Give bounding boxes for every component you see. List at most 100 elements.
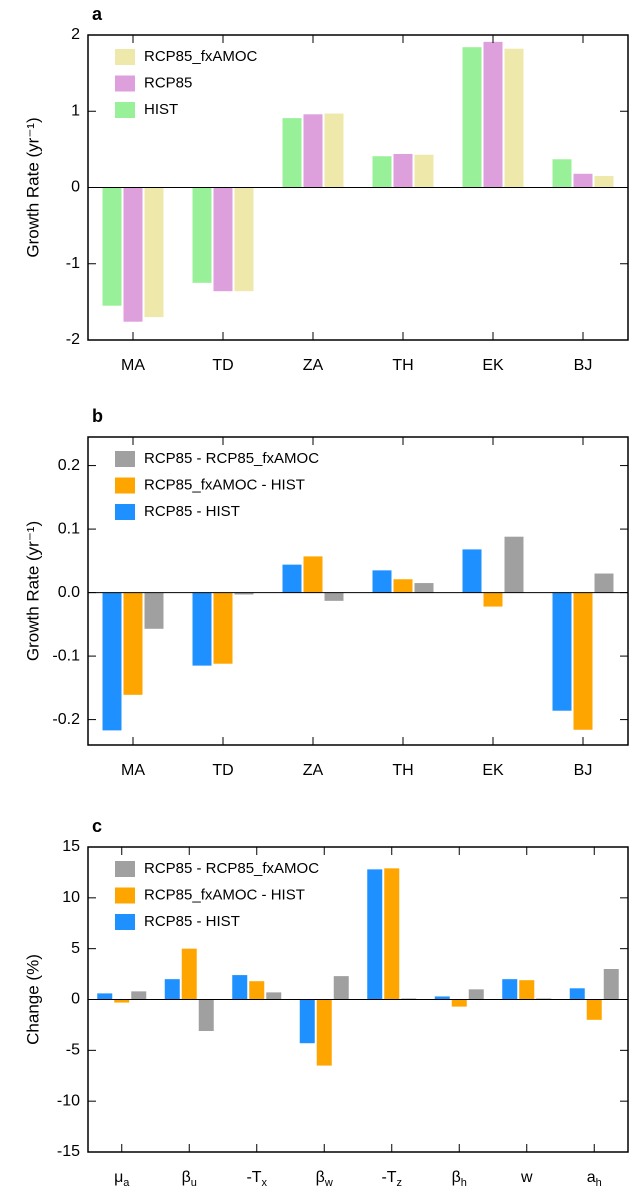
y-tick-label: 0.0 xyxy=(58,584,80,601)
x-tick-label: ZA xyxy=(303,762,324,779)
legend-swatch xyxy=(115,504,135,520)
x-tick-label: βw xyxy=(316,1169,333,1189)
bar xyxy=(414,583,434,593)
bar xyxy=(213,187,233,292)
x-tick-label: TD xyxy=(212,357,233,374)
bar xyxy=(123,592,143,695)
bar xyxy=(249,981,265,1000)
y-tick-label: 0.1 xyxy=(58,520,80,537)
y-tick-label: 2 xyxy=(71,26,80,43)
bar xyxy=(192,592,212,666)
bar xyxy=(384,868,400,1000)
x-tick-label: EK xyxy=(482,357,504,374)
bar xyxy=(123,187,143,322)
bar xyxy=(504,536,524,593)
y-tick-label: -1 xyxy=(66,255,80,272)
x-tick-label: BJ xyxy=(574,762,593,779)
x-tick-label: -Tz xyxy=(381,1169,402,1189)
bar xyxy=(131,991,147,1000)
legend-label: RCP85_fxAMOC xyxy=(144,48,258,65)
bar xyxy=(573,592,593,730)
bar xyxy=(299,999,315,1044)
legend-swatch xyxy=(115,861,135,877)
bar xyxy=(181,948,197,1000)
bar xyxy=(414,154,434,188)
x-tick-label: w xyxy=(520,1169,533,1186)
bar xyxy=(102,187,122,306)
bar xyxy=(519,980,535,1000)
bar xyxy=(303,114,323,188)
x-tick-label: MA xyxy=(121,357,145,374)
y-tick-label: 10 xyxy=(62,889,80,906)
legend-label: RCP85 - RCP85_fxAMOC xyxy=(144,450,319,467)
bar xyxy=(303,556,323,593)
bar xyxy=(333,976,349,1000)
x-tick-label: μa xyxy=(114,1169,130,1189)
y-tick-label: -0.1 xyxy=(52,647,80,664)
legend-swatch xyxy=(115,49,135,65)
bar xyxy=(198,999,214,1032)
bar xyxy=(316,999,332,1066)
bar xyxy=(372,156,392,188)
bar xyxy=(324,113,344,188)
bar xyxy=(234,592,254,595)
y-tick-label: -5 xyxy=(66,1042,80,1059)
legend-label: RCP85_fxAMOC - HIST xyxy=(144,476,305,493)
y-tick-label: 1 xyxy=(71,102,80,119)
y-tick-label: 0 xyxy=(71,991,80,1008)
legend-swatch xyxy=(115,102,135,118)
bar xyxy=(144,187,164,318)
legend-swatch xyxy=(115,477,135,494)
bar xyxy=(97,993,113,1000)
legend-swatch xyxy=(115,887,135,904)
bar xyxy=(536,998,552,1000)
bar xyxy=(468,989,484,1000)
x-tick-label: BJ xyxy=(574,357,593,374)
plot-frame xyxy=(87,436,629,746)
x-tick-label: ZA xyxy=(303,357,324,374)
bar xyxy=(552,592,572,711)
bar xyxy=(483,592,503,607)
bar xyxy=(462,549,482,593)
bar xyxy=(451,999,467,1007)
bar xyxy=(483,41,503,188)
bar xyxy=(164,979,180,1000)
y-tick-label: -2 xyxy=(66,331,80,348)
y-tick-label: 0.2 xyxy=(58,457,80,474)
bar xyxy=(573,173,593,188)
bar xyxy=(102,592,122,731)
bar xyxy=(372,570,392,593)
x-tick-label: TH xyxy=(392,357,413,374)
bar xyxy=(586,999,602,1020)
bar xyxy=(266,992,282,1000)
plot-frame xyxy=(87,34,629,341)
bar xyxy=(393,579,413,593)
y-tick-label: 5 xyxy=(71,940,80,957)
legend-label: RCP85 xyxy=(144,74,192,91)
bar xyxy=(213,592,233,664)
bar xyxy=(502,979,518,1000)
y-tick-label: -10 xyxy=(57,1092,80,1109)
bar xyxy=(552,159,572,188)
bar xyxy=(393,153,413,188)
bar xyxy=(234,187,254,292)
legend-label: RCP85 - HIST xyxy=(144,913,240,930)
y-tick-label: 15 xyxy=(62,838,80,855)
plot-frame xyxy=(87,846,629,1153)
bar xyxy=(114,999,130,1003)
x-tick-label: MA xyxy=(121,762,145,779)
bar xyxy=(434,996,450,1000)
bar xyxy=(594,573,614,593)
y-tick-label: 0 xyxy=(71,179,80,196)
bar xyxy=(462,47,482,188)
x-tick-label: βu xyxy=(182,1169,197,1189)
x-tick-label: βh xyxy=(452,1169,467,1189)
bar xyxy=(232,975,248,1000)
legend-swatch xyxy=(115,451,135,467)
x-tick-label: TD xyxy=(212,762,233,779)
legend-label: RCP85 - HIST xyxy=(144,503,240,520)
bar xyxy=(367,869,383,1000)
panel-label: b xyxy=(92,406,103,426)
